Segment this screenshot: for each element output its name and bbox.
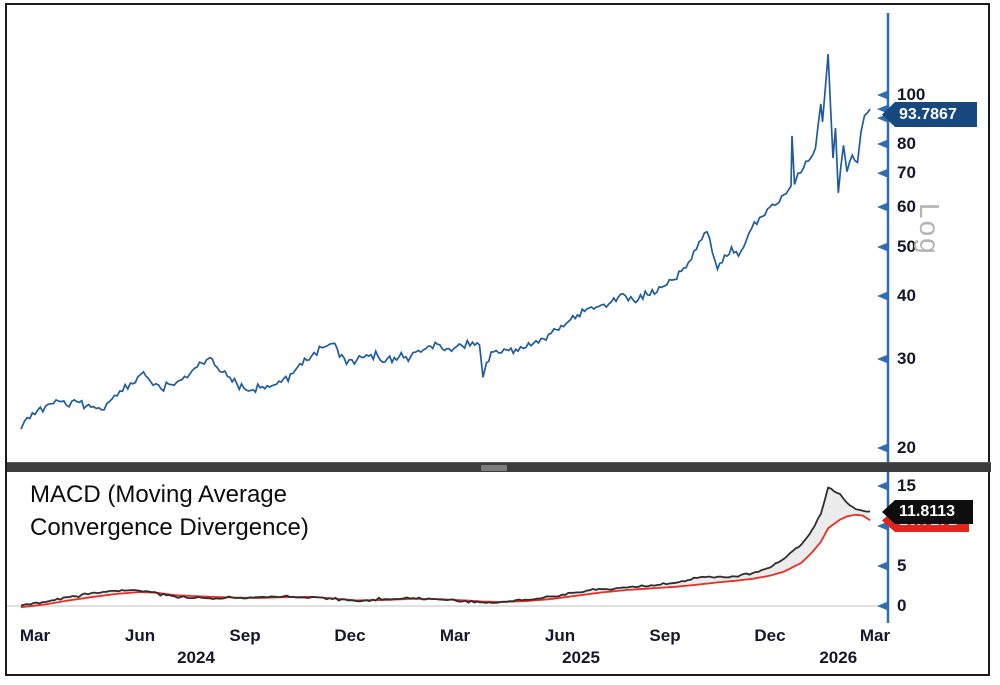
x-tick-label-dec: Dec: [754, 626, 786, 645]
macd-tick-10: [877, 521, 888, 531]
macd-tick-label-15: 15: [897, 476, 916, 495]
macd-value-badge: 11.8113: [882, 500, 973, 524]
price-line: [20, 54, 871, 430]
price-tick-70: [877, 168, 888, 178]
price-tick-50: [877, 242, 888, 252]
price-tick-60: [877, 202, 888, 212]
chart-frame-border: [5, 3, 990, 676]
macd-value: 11.8113: [899, 503, 956, 520]
price-tick-label-100: 100: [897, 85, 926, 104]
macd-tick-5: [877, 561, 888, 571]
price-tick-label-70: 70: [897, 163, 916, 183]
divider-handle[interactable]: [481, 465, 507, 471]
x-tick-label-dec: Dec: [334, 626, 366, 645]
price-tick-label-30: 30: [897, 349, 916, 369]
x-tick-label-sep: Sep: [229, 626, 261, 645]
price-tick-40: [877, 291, 888, 301]
last-price-value: 93.7867: [899, 105, 957, 123]
x-tick-label-sep: Sep: [649, 626, 681, 645]
price-tick-20: [877, 443, 888, 453]
log-scale-label[interactable]: Log: [914, 203, 945, 256]
year-label-2024: 2024: [177, 648, 215, 667]
macd-tick-label-0: 0: [897, 596, 907, 615]
x-tick-label-mar: Mar: [19, 626, 51, 645]
year-label-2025: 2025: [562, 648, 600, 667]
year-label-2026: 2026: [819, 648, 858, 667]
panel-divider[interactable]: [7, 462, 991, 472]
macd-tick-label-5: 5: [897, 556, 907, 575]
macd-panel-title: MACD (Moving Average Convergence Diverge…: [30, 478, 309, 544]
macd-title-line2: Convergence Divergence): [30, 514, 309, 541]
price-tick-label-20: 20: [897, 437, 916, 457]
price-tick-label-50: 50: [897, 237, 916, 257]
price-tick-100: [877, 90, 888, 100]
price-tick-label-40: 40: [897, 285, 916, 305]
macd-line: [20, 486, 871, 607]
macd-tick-15: [877, 481, 888, 491]
x-tick-label-jun: Jun: [124, 626, 156, 645]
x-tick-label-jun: Jun: [544, 626, 576, 645]
price-tick-label-60: 60: [897, 197, 916, 217]
x-tick-label-mar: Mar: [859, 626, 891, 645]
macd-title-line1: MACD (Moving Average: [30, 481, 287, 508]
price-tick-label-80: 80: [897, 133, 916, 153]
price-tick-30: [877, 354, 888, 364]
last-price-badge: 93.7867: [882, 102, 977, 127]
x-tick-label-mar: Mar: [439, 626, 471, 645]
macd-tick-0: [877, 601, 888, 611]
price-last-tick: [877, 104, 888, 114]
price-tick-80: [877, 139, 888, 149]
